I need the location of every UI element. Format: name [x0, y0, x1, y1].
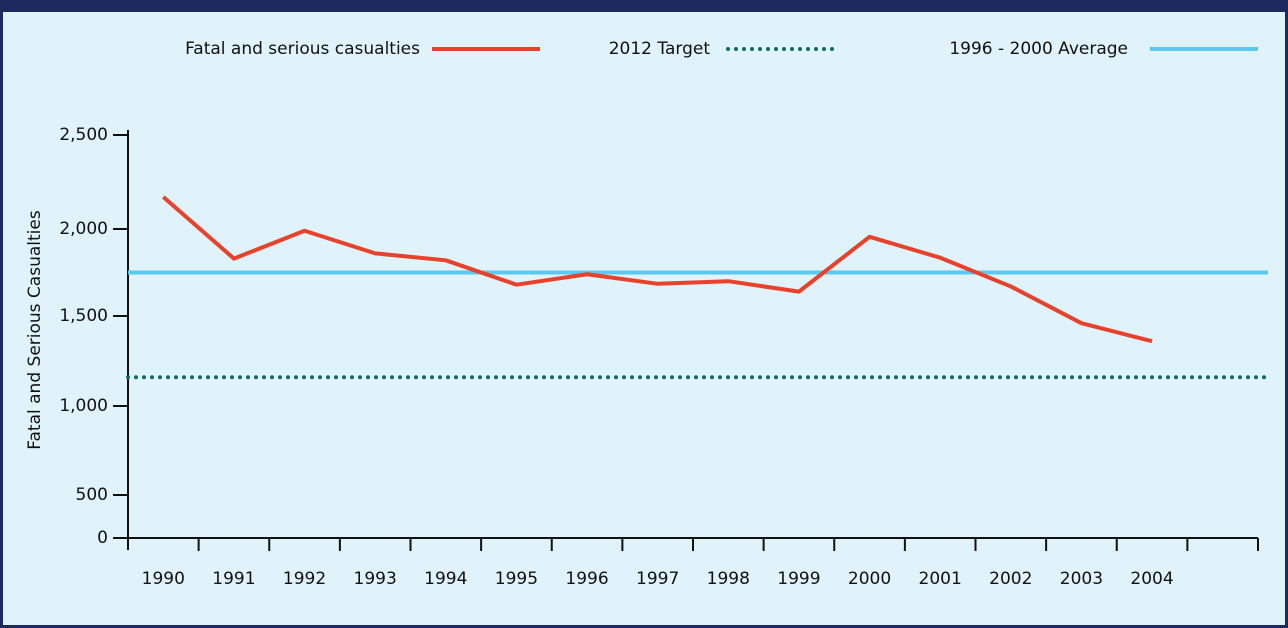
x-tick-label: 2004	[1130, 569, 1173, 589]
x-tick-label: 1994	[424, 569, 467, 589]
y-tick-label: 0	[97, 528, 108, 548]
x-tick-label: 1999	[777, 569, 820, 589]
series-line	[161, 195, 1153, 344]
x-tick-label: 1998	[707, 569, 750, 589]
x-tick-label: 1996	[565, 569, 608, 589]
y-tick-label: 1,000	[59, 396, 108, 416]
x-tick-label: 1990	[142, 569, 185, 589]
y-tick-label: 2,000	[59, 219, 108, 239]
x-tick-label: 1995	[495, 569, 538, 589]
legend-label: 2012 Target	[609, 39, 711, 59]
x-tick-label: 1997	[636, 569, 679, 589]
y-tick-label: 500	[76, 485, 108, 505]
x-tick-label: 2001	[919, 569, 962, 589]
legend-label: Fatal and serious casualties	[185, 39, 420, 59]
x-tick-label: 1993	[354, 569, 397, 589]
x-tick-label: 1992	[283, 569, 326, 589]
x-tick-label: 2002	[989, 569, 1032, 589]
y-tick-label: 2,500	[59, 125, 108, 145]
y-tick-label: 1,500	[59, 306, 108, 326]
plot-background	[3, 12, 1285, 625]
x-tick-label: 2000	[848, 569, 891, 589]
x-tick-label: 2003	[1060, 569, 1103, 589]
x-tick-label: 1991	[212, 569, 255, 589]
legend-label: 1996 - 2000 Average	[949, 39, 1128, 59]
y-axis-label: Fatal and Serious Casualties	[25, 210, 45, 450]
